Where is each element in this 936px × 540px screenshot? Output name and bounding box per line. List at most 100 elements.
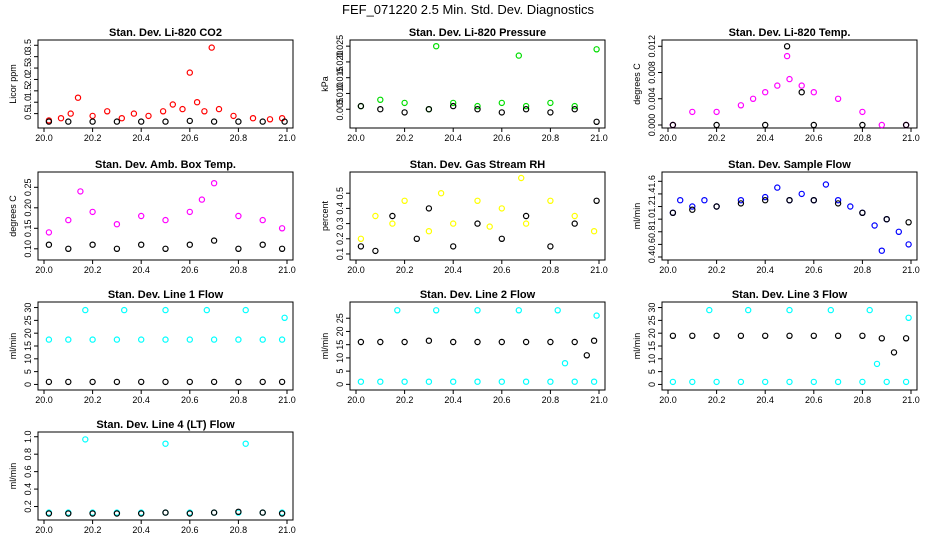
y-tick-label: 1.5: [23, 85, 33, 98]
x-tick-label: 20.4: [132, 525, 150, 535]
chart-panel: Stan. Dev. Amb. Box Temp. 20.0 20.2 20.4 20.…: [8, 159, 296, 275]
data-point: [65, 216, 72, 224]
data-point: [878, 121, 886, 129]
x-tick-label: 20.0: [659, 265, 677, 275]
data-point: [89, 112, 96, 120]
data-point: [474, 338, 481, 346]
data-point: [45, 336, 53, 343]
data-point: [235, 118, 242, 125]
figure-title: FEF_071220 2.5 Min. Std. Dev. Diagnostic…: [342, 2, 594, 17]
data-point: [669, 332, 677, 339]
x-tick-label: 20.8: [542, 133, 560, 143]
y-tick-label: 0: [335, 382, 345, 387]
data-point: [425, 205, 433, 212]
y-axis-label: kPa: [320, 76, 330, 92]
y-tick-label: 0.015: [335, 66, 345, 89]
data-point: [377, 105, 384, 113]
data-point: [547, 99, 554, 107]
data-point: [235, 378, 242, 386]
data-point: [571, 212, 578, 220]
data-point: [186, 69, 193, 76]
data-point: [474, 220, 481, 227]
data-point: [162, 440, 169, 447]
y-tick-label: 10: [23, 354, 33, 364]
y-tick-label: 0.8: [647, 226, 657, 239]
data-point: [357, 243, 365, 250]
data-point: [215, 105, 223, 113]
y-tick-label: 0.2: [335, 233, 345, 246]
x-tick-label: 21.0: [902, 133, 920, 143]
y-tick-label: 0.4: [647, 251, 657, 264]
x-tick-label: 21.0: [902, 265, 920, 275]
x-tick-label: 20.2: [84, 133, 102, 143]
y-tick-label: 1.6: [647, 175, 657, 188]
data-point: [45, 378, 53, 386]
panel-title: Stan. Dev. Line 1 Flow: [108, 289, 224, 301]
data-point: [878, 335, 886, 342]
chart-panel: Stan. Dev. Li-820 CO2 20.0 20.2 20.4 20.6 20.…: [8, 27, 296, 143]
data-point: [137, 212, 145, 220]
data-point: [883, 378, 890, 386]
panel-title: Stan. Dev. Li-820 Temp.: [729, 27, 851, 39]
data-point: [159, 108, 167, 115]
x-tick-label: 20.4: [444, 395, 462, 405]
data-point: [859, 332, 866, 339]
data-point: [834, 200, 842, 207]
y-tick-label: 2.5: [23, 62, 33, 75]
panel-title: Stan. Dev. Li-820 CO2: [109, 27, 222, 39]
data-point: [103, 108, 111, 115]
data-point: [859, 108, 866, 116]
data-point: [786, 332, 793, 339]
y-tick-label: 0.25: [23, 179, 33, 197]
data-point: [89, 510, 96, 517]
data-point: [737, 102, 745, 109]
data-point: [515, 52, 523, 59]
x-tick-label: 20.6: [493, 265, 511, 275]
y-tick-label: 0.10: [23, 240, 33, 258]
chart-panel: Stan. Dev. Line 3 Flow 20.0 20.2 20.4 20.6 20…: [632, 289, 920, 405]
data-point: [203, 306, 210, 314]
y-tick-label: 25: [647, 315, 657, 325]
data-point: [425, 337, 433, 344]
data-point: [242, 440, 249, 447]
x-tick-label: 20.0: [659, 133, 677, 143]
data-point: [74, 94, 82, 101]
data-point: [593, 118, 600, 126]
y-tick-label: 20: [647, 328, 657, 338]
y-axis-label: degrees C: [632, 63, 642, 105]
y-tick-label: 0.15: [23, 220, 33, 238]
data-point: [677, 196, 684, 204]
data-point: [474, 105, 481, 113]
data-point: [783, 52, 791, 60]
data-point: [433, 307, 440, 314]
data-point: [713, 203, 720, 210]
data-point: [593, 312, 600, 319]
data-point: [834, 332, 842, 339]
data-point: [425, 227, 433, 235]
data-point: [389, 220, 396, 227]
chart-panel: Stan. Dev. Gas Stream RH 20.0 20.2 20.4 20.6…: [320, 159, 608, 275]
data-point: [762, 88, 769, 96]
y-axis-label: percent: [320, 200, 330, 231]
data-point: [259, 378, 266, 386]
data-point: [498, 235, 505, 242]
data-point: [701, 196, 708, 204]
data-point: [895, 228, 903, 235]
x-tick-label: 20.6: [181, 525, 199, 535]
panel-title: Stan. Dev. Sample Flow: [728, 159, 851, 171]
data-point: [834, 95, 842, 103]
data-point: [593, 197, 600, 204]
data-point: [82, 436, 89, 443]
data-point: [259, 118, 266, 125]
data-point: [798, 82, 805, 89]
x-tick-label: 20.0: [35, 265, 53, 275]
data-point: [450, 243, 457, 250]
chart-panel: Stan. Dev. Li-820 Pressure 20.0 20.2 20.4 20…: [320, 27, 608, 143]
y-tick-label: 25: [335, 313, 345, 323]
data-point: [113, 118, 121, 125]
y-axis-label: ml/min: [632, 203, 642, 230]
data-point: [433, 43, 440, 50]
y-tick-label: 0.6: [647, 238, 657, 251]
data-point: [883, 215, 890, 223]
data-point: [902, 378, 910, 386]
